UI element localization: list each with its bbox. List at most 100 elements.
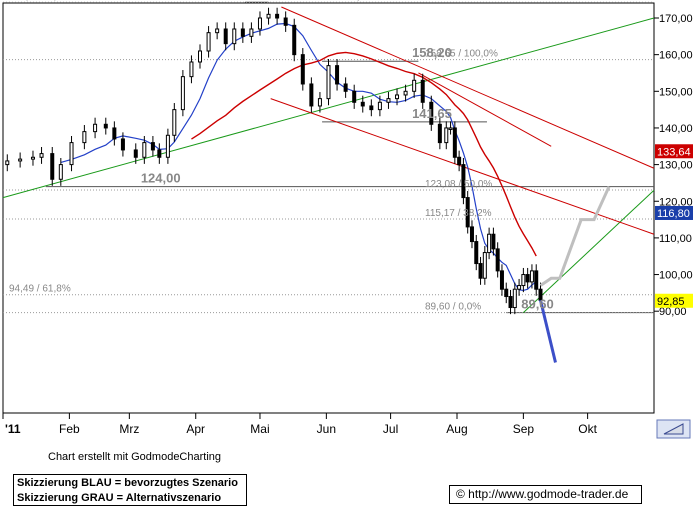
fibonacci-label: 158,65 / 100,0%	[425, 49, 498, 60]
price-tag-label: 92,85	[657, 296, 685, 308]
candle-body	[505, 289, 508, 296]
candle-body	[267, 14, 270, 18]
candle-body	[173, 110, 176, 136]
candle-body	[104, 124, 107, 128]
candle-body	[336, 66, 339, 84]
candle-body	[134, 150, 137, 157]
candle-body	[421, 80, 424, 102]
candle-body	[530, 271, 533, 282]
x-axis: '11 Feb Mrz Apr Mai Jun Jul Aug Sep Okt	[3, 413, 598, 436]
candle-body	[526, 275, 529, 282]
candle-body	[518, 286, 521, 290]
candle-body	[500, 271, 503, 289]
candle-body	[207, 33, 210, 51]
candle-body	[522, 275, 525, 286]
x-tick-label: Sep	[513, 422, 535, 436]
x-tick-label: Mrz	[119, 422, 139, 436]
candle-body	[224, 29, 227, 44]
candle-body	[438, 124, 441, 142]
price-tag-label: 133,64	[657, 146, 691, 158]
x-tick-label: Aug	[446, 422, 467, 436]
candle-body	[396, 95, 399, 99]
x-tick-label: Okt	[578, 422, 597, 436]
candle-body	[496, 249, 499, 271]
legend-grey-line: Skizzierung GRAU = Alternativszenario	[17, 491, 243, 506]
candle-body	[250, 29, 253, 36]
y-tick-label: 140,00	[659, 123, 693, 135]
y-tick-label: 150,00	[659, 86, 693, 98]
level-label: 124,00	[141, 171, 181, 186]
candle-body	[241, 29, 244, 36]
candle-body	[445, 128, 448, 143]
candle-body	[361, 102, 364, 106]
x-tick-label: Apr	[186, 422, 205, 436]
candle-body	[113, 128, 116, 139]
candle-body	[40, 154, 43, 158]
scroll-arrow-icon[interactable]	[657, 420, 690, 438]
scenario-legend: Skizzierung BLAU = bevorzugtes Szenario …	[13, 474, 247, 506]
candle-body	[344, 84, 347, 91]
fibonacci-label: 94,49 / 61,8%	[9, 284, 71, 295]
x-tick-label: Jul	[383, 422, 398, 436]
candle-body	[276, 14, 279, 18]
fibonacci-label: 115,17 / 38,2%	[425, 208, 492, 219]
candle-body	[535, 271, 538, 289]
candle-body	[470, 227, 473, 242]
candle-body	[353, 91, 356, 102]
candle-body	[31, 157, 34, 159]
candle-body	[70, 143, 73, 165]
y-tick-label: 170,00	[659, 13, 693, 25]
candle-body	[378, 102, 381, 109]
candle-body	[199, 51, 202, 62]
candle-body	[387, 99, 390, 103]
x-tick-label: Jun	[317, 422, 336, 436]
candle-body	[143, 143, 146, 158]
chart-credit: Chart erstellt mit GodmodeCharting	[48, 451, 221, 463]
candle-body	[233, 29, 236, 44]
candle-body	[19, 159, 22, 161]
candle-body	[318, 99, 321, 106]
y-tick-label: 160,00	[659, 50, 693, 62]
x-tick-label: '11	[5, 422, 21, 436]
price-tag-label: 116,80	[657, 208, 690, 220]
candle-body	[475, 242, 478, 264]
level-label: 141,65	[412, 106, 452, 121]
candle-body	[83, 132, 86, 143]
level-label: 89,60	[521, 297, 554, 312]
candle-body	[458, 157, 461, 164]
candle-body	[513, 289, 516, 307]
candle-body	[121, 139, 124, 150]
candle-body	[488, 234, 491, 252]
candle-body	[6, 161, 9, 165]
candle-body	[59, 165, 62, 180]
x-tick-label: Mai	[250, 422, 269, 436]
candle-body	[509, 297, 512, 308]
y-tick-label: 110,00	[659, 233, 692, 245]
candle-body	[258, 18, 261, 29]
fibonacci-label: 89,60 / 0,0%	[425, 302, 481, 313]
y-axis: 170,00160,00150,00140,00130,00120,00110,…	[654, 13, 693, 318]
legend-blue-line: Skizzierung BLAU = bevorzugtes Szenario	[17, 476, 243, 491]
candle-body	[479, 264, 482, 279]
candle-body	[216, 29, 219, 33]
candle-body	[404, 91, 407, 95]
candle-body	[94, 124, 97, 131]
source-link[interactable]: © http://www.godmode-trader.de	[449, 485, 642, 504]
candle-body	[284, 18, 287, 25]
x-tick-label: Feb	[59, 422, 80, 436]
candle-body	[370, 106, 373, 110]
y-tick-label: 100,00	[659, 270, 693, 282]
candle-body	[166, 135, 169, 157]
candle-body	[151, 143, 154, 150]
candle-body	[51, 154, 54, 180]
candle-body	[293, 25, 296, 54]
level-label: 174,30	[335, 0, 375, 1]
candle-body	[453, 128, 456, 157]
fibonacci-label: 174,30 / 0,0%	[9, 0, 71, 2]
candle-body	[310, 84, 313, 106]
fibonacci-label: 123,08 / 50,0%	[425, 179, 492, 190]
candle-body	[301, 55, 304, 84]
candle-body	[492, 234, 495, 249]
y-tick-label: 90,00	[659, 306, 687, 318]
y-tick-label: 130,00	[659, 160, 693, 172]
